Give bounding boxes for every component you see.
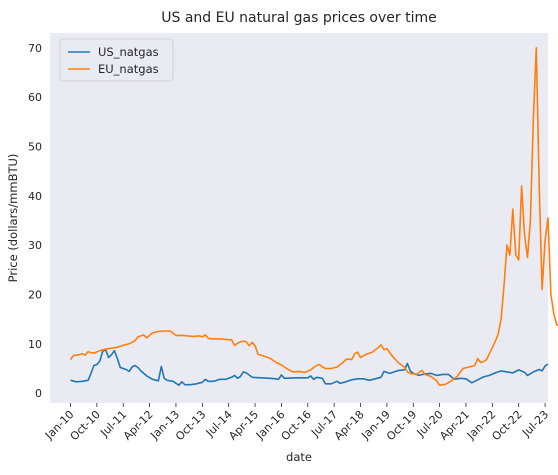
x-tick-label: Apr-12 — [121, 408, 156, 443]
y-tick-label: 20 — [28, 288, 42, 301]
y-tick-label: 70 — [28, 42, 42, 55]
legend-entry-label: EU_natgas — [98, 62, 159, 76]
y-axis-ticks: 0 10 20 30 40 50 60 70 — [28, 42, 42, 400]
x-tick-label: Apr-18 — [332, 408, 367, 443]
legend: US_natgas EU_natgas — [59, 38, 174, 82]
y-axis-label: Price (dollars/mmBTU) — [6, 154, 20, 283]
x-tick-label: Oct-19 — [384, 408, 419, 443]
y-tick-label: 0 — [35, 387, 42, 400]
x-tick-label: Oct-10 — [68, 408, 103, 443]
x-axis-label: date — [286, 450, 312, 464]
plot-area — [50, 33, 548, 403]
y-tick-label: 40 — [28, 190, 42, 203]
y-tick-label: 60 — [28, 91, 42, 104]
x-tick-label: Apr-15 — [226, 408, 261, 443]
x-tick-label: Oct-13 — [173, 408, 208, 443]
legend-entry-label: US_natgas — [98, 45, 159, 59]
x-tick-label: Oct-16 — [279, 408, 314, 443]
series-lines — [69, 47, 558, 386]
x-tick-label: Oct-22 — [489, 408, 524, 443]
x-tick-label: Jul-23 — [519, 408, 551, 440]
x-tick-label: Apr-21 — [437, 408, 472, 443]
y-tick-label: 30 — [28, 239, 42, 252]
x-axis-ticks: Jan-10Oct-10Jul-11Apr-12Jan-13Oct-13Jul-… — [42, 403, 551, 443]
y-tick-label: 10 — [28, 338, 42, 351]
series-line-eu-natgas — [69, 47, 558, 386]
series-line-us-natgas — [70, 348, 549, 386]
legend-box — [59, 38, 174, 82]
chart-title: US and EU natural gas prices over time — [161, 10, 437, 26]
y-tick-label: 50 — [28, 140, 42, 153]
